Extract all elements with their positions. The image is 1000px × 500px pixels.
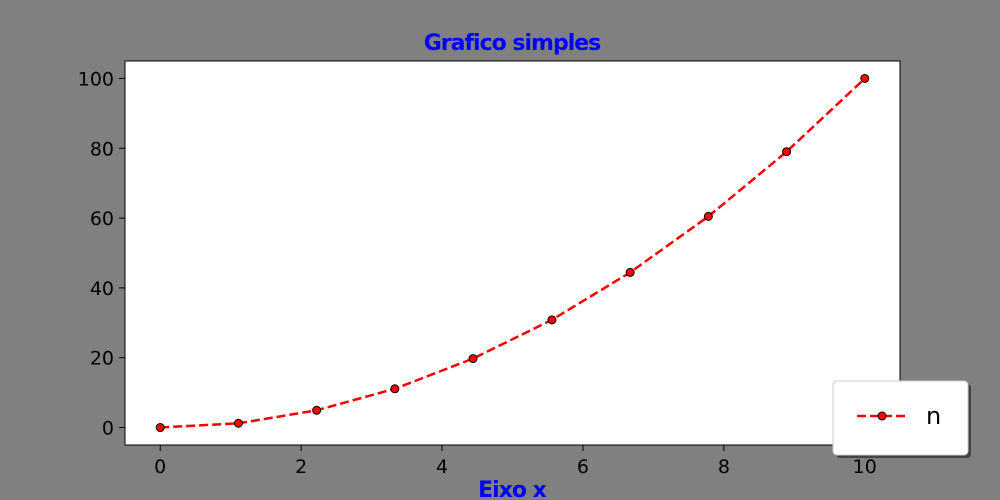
legend: n [832, 380, 971, 458]
x-axis: 0 2 4 6 8 10 [154, 445, 877, 478]
data-point [703, 211, 713, 221]
plot-area [124, 60, 901, 446]
data-point [390, 384, 400, 394]
y-tick-label: 20 [90, 348, 114, 370]
x-axis-label: Eixo x [478, 478, 547, 500]
data-point [155, 423, 165, 433]
data-point [233, 418, 243, 428]
legend-label: n [926, 402, 941, 430]
data-point [625, 267, 635, 277]
y-axis: 0 20 40 60 80 100 [78, 68, 125, 440]
data-point [860, 73, 870, 83]
legend-box [832, 380, 969, 456]
x-tick-label: 8 [718, 456, 730, 478]
y-tick-label: 60 [90, 208, 114, 230]
data-point [312, 405, 322, 415]
y-tick-label: 0 [102, 418, 114, 440]
x-tick-label: 0 [154, 456, 166, 478]
series-points [155, 73, 870, 433]
data-point [782, 147, 792, 157]
legend-marker [877, 411, 887, 421]
y-tick-label: 40 [90, 278, 114, 300]
x-tick-label: 6 [577, 456, 589, 478]
y-tick-label: 100 [78, 68, 114, 90]
x-tick-label: 4 [436, 456, 448, 478]
data-point [547, 315, 557, 325]
x-tick-label: 2 [295, 456, 307, 478]
y-tick-label: 80 [90, 138, 114, 160]
series-line [160, 77, 866, 429]
x-tick-label: 10 [853, 456, 877, 478]
data-point [468, 354, 478, 364]
chart-title: Grafico simples [424, 31, 601, 56]
